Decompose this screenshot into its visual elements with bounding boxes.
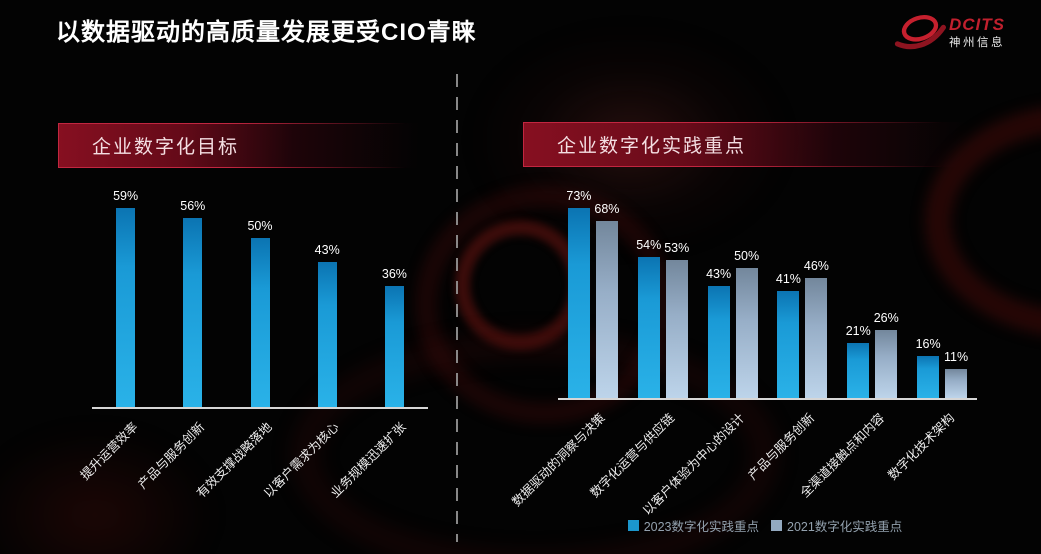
legend-item-1: 2021数字化实践重点 — [771, 516, 902, 535]
bar-series0-cat3 — [317, 262, 337, 407]
value-label: 54% — [636, 238, 662, 252]
category-label: 提升运营效率 — [77, 419, 141, 483]
plot-area: 59% 提升运营效率 56% 产品与服务创新 50% 有效支撑战略落地 43% 以客户需求为核… — [77, 189, 428, 500]
bar-series0-cat3 — [777, 291, 800, 398]
bar-series1-cat0 — [595, 221, 618, 398]
logo-subtitle-text: 神州信息 — [949, 36, 1005, 49]
logo-brand-text: DCITS — [949, 14, 1005, 34]
value-label: 21% — [845, 324, 871, 338]
bar-series0-cat1 — [183, 218, 203, 407]
bar-series1-cat4 — [875, 330, 898, 398]
bar-series0-cat0 — [116, 208, 136, 407]
vertical-dashed-divider — [456, 74, 458, 542]
value-label: 16% — [915, 337, 941, 351]
bar-series0-cat5 — [917, 356, 940, 398]
bar-series1-cat3 — [805, 278, 828, 398]
category-label: 数字化技术架构 — [885, 410, 957, 483]
category-label: 产品与服务创新 — [745, 410, 818, 483]
value-label: 43% — [314, 243, 340, 257]
value-label: 46% — [803, 259, 829, 273]
bar-series1-cat5 — [945, 369, 968, 398]
value-label: 41% — [775, 272, 801, 286]
company-logo: DCITS 神州信息 — [894, 8, 1005, 57]
bar-series0-cat0 — [567, 208, 590, 398]
bar-series0-cat2 — [707, 286, 730, 398]
bar-series0-cat4 — [847, 343, 870, 398]
value-label: 26% — [873, 311, 899, 325]
left-section-banner: 企业数字化目标 — [58, 123, 437, 168]
right-section-banner: 企业数字化实践重点 — [523, 122, 980, 167]
legend-swatch-icon — [627, 520, 639, 531]
value-label: 11% — [944, 350, 969, 364]
value-label: 50% — [734, 249, 760, 263]
plot-area: 73% 68% 数据驱动的洞察与决策 54% 53% 数字化运营与供应链 43% 50% 以客户… — [509, 189, 977, 518]
bar-series1-cat1 — [665, 260, 688, 398]
value-label: 59% — [113, 189, 139, 203]
goals-bar-chart: 59% 提升运营效率 56% 产品与服务创新 50% 有效支撑战略落地 43% 以客户需求为核… — [60, 189, 445, 535]
legend-label: 2021数字化实践重点 — [787, 520, 903, 534]
bar-series0-cat1 — [637, 257, 660, 398]
page-title: 以数据驱动的高质量发展更受CIO青睐 — [56, 19, 477, 46]
practice-focus-bar-chart: 73% 68% 数据驱动的洞察与决策 54% 53% 数字化运营与供应链 43% 50% 以客户… — [509, 189, 1010, 535]
right-chart-header: 企业数字化实践重点 — [557, 136, 747, 157]
value-label: 73% — [566, 189, 592, 203]
value-label: 43% — [706, 267, 732, 281]
legend-label: 2023数字化实践重点 — [643, 520, 759, 534]
left-chart-header: 企业数字化目标 — [92, 137, 240, 158]
legend-item-0: 2023数字化实践重点 — [627, 516, 759, 535]
bar-series0-cat4 — [384, 286, 404, 407]
value-label: 36% — [381, 267, 407, 281]
value-label: 68% — [594, 202, 620, 216]
bar-series1-cat2 — [735, 268, 758, 398]
value-label: 53% — [664, 241, 690, 255]
legend-swatch-icon — [771, 520, 782, 531]
bar-series0-cat2 — [250, 238, 270, 407]
value-label: 50% — [247, 219, 273, 233]
chart-legend: 2023数字化实践重点 2021数字化实践重点 — [530, 516, 1000, 535]
value-label: 56% — [180, 199, 206, 213]
dcits-swirl-icon — [894, 8, 946, 57]
